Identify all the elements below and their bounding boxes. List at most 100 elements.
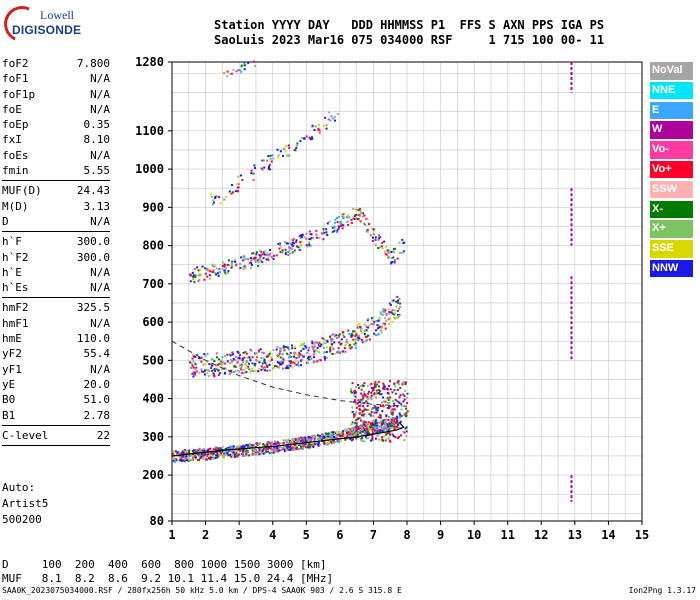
echo-point bbox=[391, 422, 394, 425]
echo-point bbox=[277, 366, 280, 369]
echo-point bbox=[200, 455, 203, 458]
header-line1: Station YYYY DAY DDD HHMMSS P1 FFS S AXN… bbox=[214, 18, 605, 32]
echo-point bbox=[257, 451, 260, 454]
echo-point bbox=[247, 258, 250, 261]
param-name: C-level bbox=[2, 428, 49, 442]
echo-point bbox=[301, 354, 304, 357]
echo-point bbox=[370, 323, 373, 326]
echo-point bbox=[362, 340, 365, 343]
echo-point bbox=[371, 434, 374, 437]
echo-point bbox=[373, 420, 376, 423]
echo-point bbox=[287, 445, 290, 448]
echo-point bbox=[210, 369, 213, 372]
echo-point bbox=[350, 423, 353, 426]
echo-point bbox=[351, 428, 354, 431]
echo-point bbox=[311, 345, 314, 348]
echo-point bbox=[326, 340, 329, 343]
echo-point bbox=[221, 454, 224, 457]
echo-point bbox=[355, 411, 358, 414]
echo-point bbox=[355, 429, 358, 432]
echo-point bbox=[302, 440, 305, 443]
echo-point bbox=[225, 196, 228, 199]
echo-point bbox=[359, 431, 362, 434]
echo-point bbox=[363, 420, 366, 423]
echo-point bbox=[305, 440, 308, 443]
echo-point bbox=[248, 356, 251, 359]
echo-point bbox=[345, 340, 348, 343]
echo-point bbox=[383, 308, 386, 311]
echo-point bbox=[338, 215, 341, 218]
echo-point bbox=[384, 250, 387, 253]
echo-point bbox=[335, 435, 338, 438]
echo-point bbox=[271, 448, 274, 451]
echo-point bbox=[295, 245, 298, 248]
echo-point bbox=[231, 450, 234, 453]
echo-point bbox=[231, 351, 234, 354]
echo-point bbox=[373, 383, 376, 386]
echo-point bbox=[336, 350, 339, 353]
echo-point bbox=[221, 267, 224, 270]
echo-point bbox=[359, 325, 362, 328]
param-name: hmF1 bbox=[2, 316, 29, 330]
echo-point bbox=[384, 317, 387, 320]
echo-point bbox=[293, 440, 296, 443]
echo-point bbox=[367, 431, 370, 434]
echo-point bbox=[333, 352, 336, 355]
echo-point bbox=[352, 216, 355, 219]
echo-point bbox=[364, 433, 367, 436]
param-value: N/A bbox=[90, 265, 110, 279]
echo-point bbox=[352, 427, 355, 430]
echo-point bbox=[339, 435, 342, 438]
echo-point bbox=[327, 435, 330, 438]
echo-point bbox=[367, 426, 370, 429]
echo-point bbox=[302, 444, 305, 447]
echo-point bbox=[323, 435, 326, 438]
echo-point bbox=[183, 449, 186, 452]
echo-point bbox=[251, 362, 254, 365]
echo-point bbox=[256, 259, 259, 262]
echo-point bbox=[388, 312, 391, 315]
echo-point bbox=[249, 359, 252, 362]
echo-point bbox=[387, 437, 390, 440]
echo-point bbox=[247, 454, 250, 457]
param-row: B1 2.78 bbox=[2, 408, 110, 423]
echo-point bbox=[227, 270, 230, 273]
echo-point bbox=[375, 408, 378, 411]
echo-point bbox=[193, 274, 196, 277]
echo-point bbox=[191, 449, 194, 452]
echo-point bbox=[367, 326, 370, 329]
echo-point bbox=[230, 353, 233, 356]
echo-point bbox=[266, 159, 269, 162]
echo-point bbox=[217, 358, 220, 361]
param-row: foF2 7.800 bbox=[2, 56, 110, 71]
echo-point bbox=[316, 349, 319, 352]
echo-point bbox=[383, 385, 386, 388]
echo-point bbox=[265, 258, 268, 261]
echo-point bbox=[356, 433, 359, 436]
param-value: 300.0 bbox=[76, 235, 110, 249]
echo-point bbox=[212, 265, 215, 268]
echo-point bbox=[365, 432, 368, 435]
echo-point bbox=[310, 236, 313, 239]
echo-point bbox=[350, 332, 353, 335]
echo-point bbox=[286, 242, 289, 245]
echo-point bbox=[215, 454, 218, 457]
echo-point bbox=[391, 256, 394, 259]
echo-point bbox=[377, 428, 380, 431]
echo-point bbox=[306, 361, 309, 364]
echo-point bbox=[344, 344, 347, 347]
echo-point bbox=[307, 442, 310, 445]
legend-item-e: E bbox=[650, 101, 693, 120]
echo-point bbox=[329, 119, 332, 122]
echo-point bbox=[191, 372, 194, 375]
echo-point bbox=[378, 237, 381, 240]
echo-point bbox=[252, 60, 255, 63]
echo-point bbox=[372, 415, 375, 418]
echo-point bbox=[299, 234, 302, 237]
echo-point bbox=[188, 361, 191, 364]
echo-point bbox=[360, 392, 363, 395]
echo-point bbox=[313, 350, 316, 353]
echo-point bbox=[292, 448, 295, 451]
echo-point bbox=[385, 313, 388, 316]
echo-point bbox=[325, 231, 328, 234]
